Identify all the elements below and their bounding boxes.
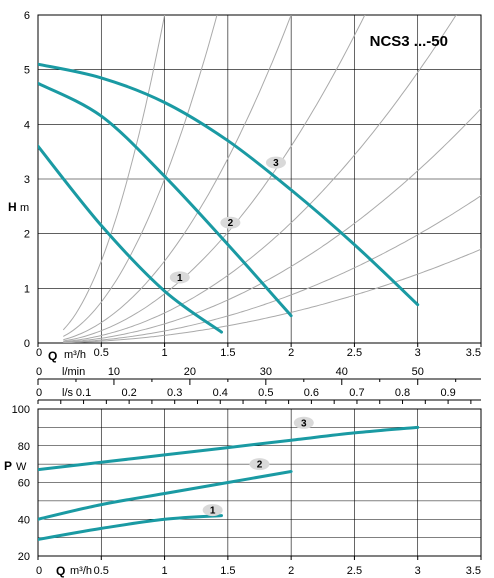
system-curve [63,15,292,341]
power-curve-1 [38,514,223,541]
head-x-unit: m³/h [64,349,86,361]
power-curve-labels: 1 2 3 [202,416,314,517]
ls-tick-label: 0.3 [167,387,182,399]
head-curve-label: 2 [228,218,234,229]
head-y-tick-label: 1 [24,283,30,295]
lmin-tick-label: 10 [108,366,120,378]
head-chart: 1 2 3 0 1 2 3 4 5 6 NCS3 ...-50 H m 0 0.5 1 1.5 2 2.5… [8,10,482,404]
head-y-tick-label: 3 [24,174,30,186]
system-curve [63,107,481,343]
power-y-ticks: 20 40 60 80 100 [12,404,30,563]
power-y-label: P [4,459,12,473]
head-y-ticks: 0 1 2 3 4 5 6 [24,10,30,350]
head-y-tick-label: 6 [24,10,30,22]
power-curve-label: 3 [301,418,307,429]
ls-tick-label: 0.4 [213,387,228,399]
head-x-ticks: 0 0.5 1 1.5 2 2.5 3 3.5 [36,343,482,359]
power-curve-3 [38,425,420,472]
head-curve-2 [38,81,293,318]
power-curve-2 [38,470,293,521]
head-x-tick-label: 0.5 [94,347,109,359]
ls-tick-label: 0.9 [440,387,455,399]
head-curve-1 [38,144,223,334]
head-y-tick-label: 4 [24,119,30,131]
head-curves [38,62,420,334]
lmin-tick-label: 20 [184,366,196,378]
lmin-tick-label: 40 [336,366,348,378]
lmin-ticks: 0 10 20 30 40 50 [36,366,457,385]
power-curve-label-bg [249,458,270,471]
lmin-tick-label: 30 [260,366,272,378]
lmin-unit: l/min [62,366,85,378]
ls-ticks: 0 0.1 0.2 0.3 0.4 0.5 0.6 0.7 0.8 0.9 [36,387,472,404]
system-curve [62,15,166,331]
head-curve-label-bg [220,216,241,229]
ls-tick-label: 0.2 [121,387,136,399]
head-curve-label-bg [169,271,190,284]
ls-tick-label: 0.7 [349,387,364,399]
power-x-tick-label: 1.5 [220,565,235,577]
head-x-tick-label: 1 [162,347,168,359]
head-x-tick-label: 2.5 [347,347,362,359]
chart-title: NCS3 ...-50 [370,33,448,50]
ls-tick-label: 0.1 [76,387,91,399]
power-curve-label-bg [293,416,314,429]
power-y-tick-label: 80 [18,441,30,453]
system-curve [63,248,481,343]
head-curve-label: 1 [177,273,183,284]
power-x-tick-label: 0.5 [94,565,109,577]
head-curve-labels: 1 2 3 [169,156,286,284]
ls-tick-label: 0.5 [258,387,273,399]
head-y-tick-label: 2 [24,229,30,241]
power-x-unit: m³/h [70,565,92,577]
head-y-label: H [8,200,17,214]
power-chart: 1 2 3 20 40 60 80 100 0 0.5 1 1.5 2 2.5 3 3.5 P W Q m… [4,404,482,578]
head-curve-label-bg [265,156,286,169]
power-x-tick-label: 2 [288,565,294,577]
head-y-tick-label: 5 [24,65,30,77]
ls-tick-label: 0 [36,387,42,399]
lmin-tick-label: 0 [36,366,42,378]
power-x-tick-label: 3 [415,565,421,577]
power-x-tick-label: 0 [36,565,42,577]
power-x-tick-label: 1 [162,565,168,577]
power-x-ticks: 0 0.5 1 1.5 2 2.5 3 3.5 [36,556,482,577]
head-x-tick-label: 2 [288,347,294,359]
lmin-tick-label: 50 [412,366,424,378]
power-curve-label: 2 [257,460,263,471]
ls-tick-label: 0.8 [395,387,410,399]
head-y-tick-label: 0 [24,338,30,350]
power-x-label: Q [56,564,65,578]
head-x-tick-label: 3 [415,347,421,359]
power-grid [38,409,481,556]
power-x-tick-label: 3.5 [466,565,481,577]
head-x-tick-label: 1.5 [220,347,235,359]
head-x-tick-label: 0 [36,347,42,359]
power-y-tick-label: 20 [18,551,30,563]
system-curve [63,15,218,337]
ls-tick-label: 0.6 [304,387,319,399]
power-curve-label: 1 [210,506,216,517]
power-curve-label-bg [202,504,223,517]
head-curve-3 [38,62,420,307]
ls-unit: l/s [62,387,74,399]
power-y-tick-label: 40 [18,514,30,526]
power-y-unit: W [16,461,27,473]
system-curve [63,15,457,343]
power-y-tick-label: 100 [12,404,30,416]
head-y-unit: m [20,202,29,214]
power-y-tick-label: 60 [18,478,30,490]
power-curves [38,425,420,541]
head-x-label: Q [48,349,57,363]
head-curve-label: 3 [273,158,279,169]
head-x-tick-label: 3.5 [466,347,481,359]
power-x-tick-label: 2.5 [347,565,362,577]
